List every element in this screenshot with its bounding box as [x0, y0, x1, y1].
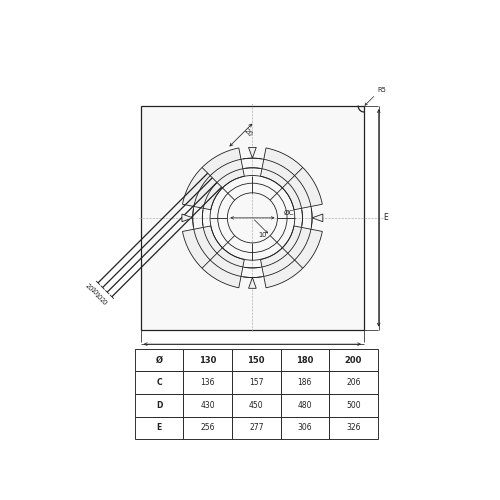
Bar	[184, 372, 232, 394]
Text: 157: 157	[249, 378, 264, 387]
Text: R5: R5	[378, 88, 386, 94]
Text: 256: 256	[200, 424, 215, 432]
Text: 10: 10	[88, 287, 99, 297]
Text: 150: 150	[248, 356, 265, 364]
Polygon shape	[182, 214, 192, 222]
Wedge shape	[182, 148, 244, 210]
Text: 10: 10	[93, 292, 103, 302]
Bar	[232, 372, 280, 394]
Wedge shape	[182, 226, 244, 288]
Bar	[280, 394, 329, 416]
Text: 326: 326	[346, 424, 360, 432]
Text: C: C	[156, 378, 162, 387]
Bar	[329, 349, 378, 372]
Text: 277: 277	[249, 424, 264, 432]
Bar	[232, 416, 280, 439]
Wedge shape	[260, 148, 322, 210]
Text: 306: 306	[298, 424, 312, 432]
Text: D: D	[250, 349, 256, 358]
Bar	[141, 106, 364, 330]
Polygon shape	[248, 148, 256, 158]
Bar	[329, 372, 378, 394]
Wedge shape	[260, 226, 322, 288]
Text: 480: 480	[298, 401, 312, 410]
Polygon shape	[248, 278, 256, 288]
Text: D: D	[156, 401, 162, 410]
Text: 20: 20	[84, 282, 94, 292]
Bar	[135, 416, 184, 439]
Bar	[232, 394, 280, 416]
Text: 200: 200	[344, 356, 362, 364]
Bar	[280, 372, 329, 394]
Text: 20: 20	[98, 296, 108, 306]
Text: ØC: ØC	[283, 210, 294, 216]
Text: Ø: Ø	[156, 356, 162, 364]
Text: 450: 450	[249, 401, 264, 410]
Bar	[280, 349, 329, 372]
Text: 206: 206	[346, 378, 360, 387]
Text: 20: 20	[242, 128, 253, 138]
Bar	[280, 416, 329, 439]
Text: 186: 186	[298, 378, 312, 387]
Text: 180: 180	[296, 356, 314, 364]
Bar	[135, 394, 184, 416]
Text: 430: 430	[200, 401, 215, 410]
Text: 130: 130	[199, 356, 216, 364]
Bar	[135, 349, 184, 372]
Bar	[184, 394, 232, 416]
Bar	[232, 349, 280, 372]
Bar	[329, 394, 378, 416]
Text: 500: 500	[346, 401, 360, 410]
Polygon shape	[312, 214, 323, 222]
Text: E: E	[156, 424, 162, 432]
Text: 10: 10	[258, 232, 266, 238]
Text: E: E	[384, 214, 388, 222]
Text: 136: 136	[200, 378, 215, 387]
Bar	[184, 349, 232, 372]
Bar	[135, 372, 184, 394]
Bar	[184, 416, 232, 439]
Bar	[329, 416, 378, 439]
